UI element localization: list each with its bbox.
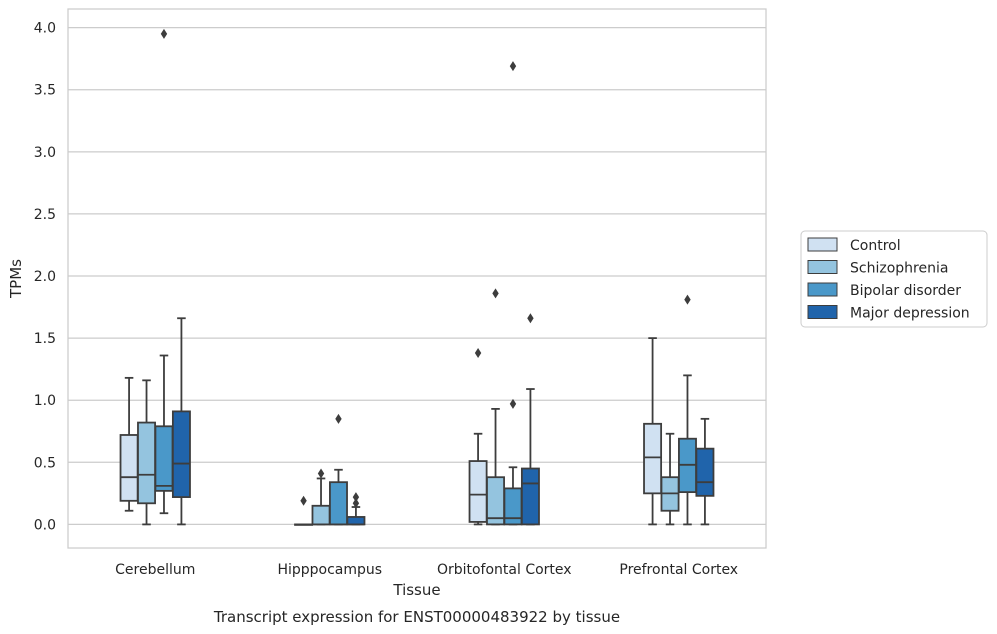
outlier-point xyxy=(160,28,168,39)
box-bipolar-disorder xyxy=(329,413,348,526)
box-iqr xyxy=(695,447,715,497)
legend-swatch xyxy=(807,260,838,274)
x-tick-label: Hipppocampus xyxy=(277,562,382,578)
box-iqr xyxy=(643,422,663,495)
y-tick-label: 1.0 xyxy=(34,393,56,409)
box-schizophrenia xyxy=(311,468,331,526)
box-major-depression xyxy=(695,417,715,526)
box-bipolar-disorder xyxy=(154,28,174,515)
x-tick-label: Orbitofontal Cortex xyxy=(437,562,572,578)
legend-swatch xyxy=(807,237,838,252)
box-bipolar-disorder xyxy=(503,61,523,526)
outlier-point xyxy=(300,495,307,506)
box-iqr xyxy=(346,516,366,526)
box-schizophrenia xyxy=(660,432,680,526)
outlier-point xyxy=(492,288,499,299)
outlier-point xyxy=(509,61,517,72)
x-tick-label: Cerebellum xyxy=(115,562,195,578)
outlier-point xyxy=(352,492,360,503)
outlier-point xyxy=(509,398,517,409)
y-axis-ticks: 0.0 0.5 1.0 1.5 2.0 2.5 3.0 3.5 4.0 xyxy=(34,21,56,534)
chart-caption: Transcript expression for ENST0000048392… xyxy=(213,608,620,626)
y-tick-label: 3.5 xyxy=(34,83,56,99)
box-bipolar-disorder xyxy=(678,294,697,526)
outlier-point xyxy=(317,468,325,479)
outlier-point xyxy=(335,413,342,424)
outlier-point xyxy=(352,498,360,509)
box-iqr xyxy=(311,504,331,526)
outlier-point xyxy=(474,348,482,359)
legend: Control Schizophrenia Bipolar disorder Majo… xyxy=(800,230,988,328)
y-tick-label: 2.0 xyxy=(34,269,56,285)
box-iqr xyxy=(154,425,174,492)
box-iqr xyxy=(520,467,540,526)
legend-swatch xyxy=(807,305,838,319)
box-plot-area xyxy=(119,28,715,526)
y-tick-label: 0.0 xyxy=(34,517,56,533)
plot-frame xyxy=(67,8,767,549)
box-schizophrenia xyxy=(137,379,156,526)
y-axis-label: TPMs xyxy=(7,259,25,299)
x-axis-ticks: Cerebellum Hipppocampus Orbitofontal Corte… xyxy=(115,562,738,578)
box-control xyxy=(119,376,139,512)
x-tick-label: Prefrontal Cortex xyxy=(619,562,738,578)
box-schizophrenia xyxy=(486,288,505,526)
box-control xyxy=(643,337,663,526)
y-tick-label: 1.5 xyxy=(34,331,56,347)
box-control xyxy=(294,495,314,526)
legend-label: Major depression xyxy=(850,306,970,322)
box-major-depression xyxy=(171,317,191,526)
box-iqr xyxy=(137,421,156,505)
legend-swatch xyxy=(807,282,838,297)
legend-label: Control xyxy=(850,238,901,254)
outlier-point xyxy=(684,294,691,305)
box-major-depression xyxy=(520,313,540,526)
x-axis-label: Tissue xyxy=(392,581,440,599)
box-iqr xyxy=(119,434,139,502)
box-iqr xyxy=(468,460,488,523)
box-iqr xyxy=(329,481,348,526)
box-major-depression xyxy=(346,492,366,526)
outlier-point xyxy=(527,313,534,324)
legend-label: Schizophrenia xyxy=(850,261,948,277)
y-tick-label: 4.0 xyxy=(34,21,56,37)
y-tick-label: 0.5 xyxy=(34,455,56,471)
y-tick-label: 3.0 xyxy=(34,145,56,161)
y-tick-label: 2.5 xyxy=(34,207,56,223)
box-iqr xyxy=(171,410,191,498)
legend-label: Bipolar disorder xyxy=(850,283,961,299)
legend-frame xyxy=(800,230,988,328)
box-control xyxy=(468,348,488,526)
